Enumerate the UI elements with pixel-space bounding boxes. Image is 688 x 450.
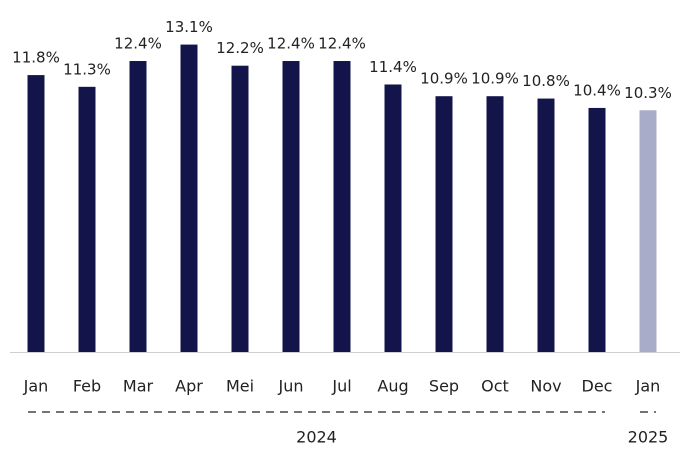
value-label: 10.9% [420,70,468,88]
value-label: 11.3% [63,60,111,78]
bar [282,61,300,352]
x-tick-label: Jun [278,377,304,396]
bar [129,61,147,352]
bar [384,84,402,352]
group-label: 2024 [296,428,337,447]
value-label: 12.4% [267,35,315,53]
x-tick-label: Mar [123,377,154,396]
value-label: 12.2% [216,39,264,57]
value-label: 10.9% [471,70,519,88]
value-label: 12.4% [114,35,162,53]
value-label: 13.1% [165,18,213,36]
x-tick-label: Jan [635,377,661,396]
value-label: 10.4% [573,81,621,99]
value-label: 11.4% [369,58,417,76]
bar [78,86,96,353]
bar [27,75,45,353]
x-tick-label: Sep [429,377,459,396]
x-tick-label: Oct [481,377,509,396]
value-label: 10.8% [522,72,570,90]
x-tick-label: Jan [23,377,49,396]
bar [537,98,555,352]
bar [435,96,453,352]
x-tick-label: Apr [175,377,203,396]
bar [231,65,249,352]
x-tick-label: Jul [331,377,351,396]
bar [180,44,198,352]
x-tick-label: Dec [582,377,613,396]
x-tick-label: Aug [377,377,408,396]
value-label: 12.4% [318,35,366,53]
bar [588,107,606,353]
bar [639,110,657,352]
group-label: 2025 [628,428,669,447]
x-tick-label: Mei [226,377,254,396]
x-tick-label: Feb [73,377,101,396]
value-label: 11.8% [12,49,60,67]
bar [486,96,504,352]
bar [333,61,351,352]
x-tick-label: Nov [530,377,561,396]
value-label: 10.3% [624,84,672,102]
